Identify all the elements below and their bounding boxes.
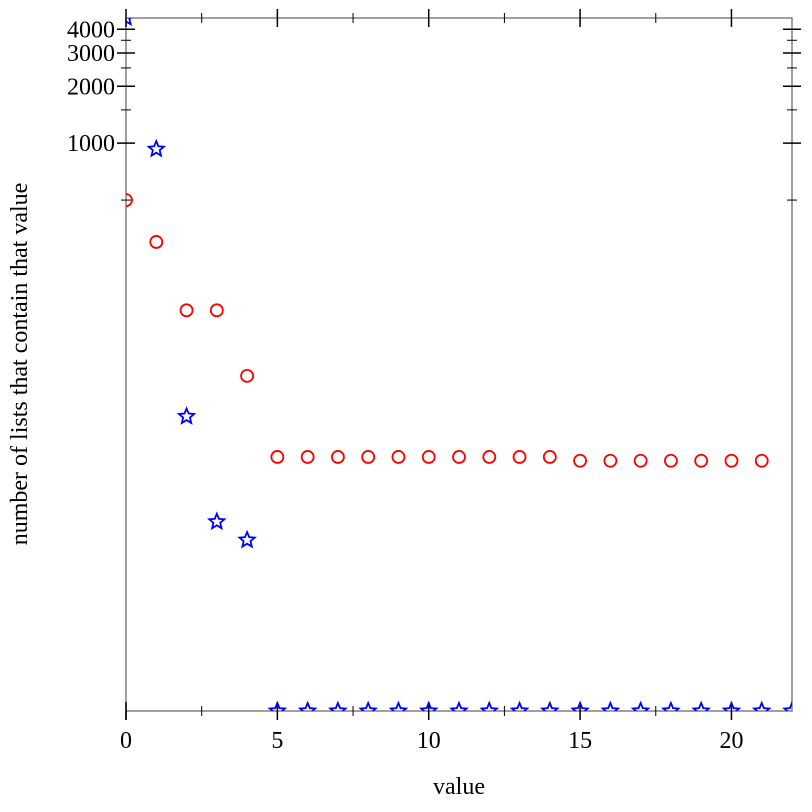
star-point	[751, 700, 772, 711]
circle-point	[512, 450, 527, 464]
circle-point	[209, 303, 224, 318]
x-axis-label: value	[433, 774, 485, 800]
star-point	[782, 700, 792, 711]
circle-point	[482, 450, 497, 464]
circle-point	[331, 450, 345, 464]
star-point	[418, 700, 439, 711]
circle-point	[149, 235, 164, 249]
circle-point	[542, 450, 557, 464]
circle-point	[754, 453, 769, 468]
star-point	[449, 700, 469, 711]
star-point	[267, 700, 288, 711]
star-point	[297, 700, 318, 711]
circle-point	[391, 450, 406, 464]
circle-point	[300, 450, 315, 464]
x-tick-label: 10	[417, 728, 441, 754]
circle-point	[421, 450, 436, 464]
circle-point	[603, 453, 618, 468]
circle-point	[179, 303, 194, 318]
plot-frame	[125, 17, 793, 712]
y-tick-label: 4000	[67, 17, 115, 43]
star-point	[479, 700, 500, 711]
star-point	[206, 511, 227, 531]
star-point	[630, 700, 651, 711]
data-marks	[126, 18, 792, 711]
y-tick-label: 2000	[67, 74, 115, 100]
x-tick-label: 0	[120, 728, 132, 754]
star-point	[539, 700, 560, 711]
star-point	[237, 529, 257, 549]
y-tick-label: 3000	[67, 41, 115, 67]
star-point	[721, 700, 742, 711]
star-point	[176, 406, 197, 425]
circle-point	[573, 453, 587, 468]
circle-point	[694, 453, 709, 468]
circle-point	[724, 453, 739, 468]
star-point	[600, 700, 621, 711]
circle-point	[664, 453, 678, 468]
star-point	[388, 700, 409, 711]
star-point	[509, 700, 530, 711]
circle-point	[452, 450, 466, 464]
star-point	[661, 700, 681, 711]
y-tick-label: 1000	[67, 131, 115, 157]
x-tick-label: 20	[719, 728, 743, 754]
star-point	[328, 700, 348, 711]
circle-point	[270, 450, 285, 464]
star-point	[146, 138, 167, 158]
star-point	[570, 700, 590, 711]
x-tick-label: 15	[568, 728, 592, 754]
star-point	[691, 700, 712, 711]
circle-point	[361, 450, 376, 464]
circle-point	[240, 368, 254, 383]
circle-point	[633, 453, 648, 468]
y-axis-label: number of lists that contain that value	[7, 183, 33, 546]
star-point	[358, 700, 379, 711]
x-tick-label: 5	[271, 728, 283, 754]
circle-point	[126, 193, 133, 207]
